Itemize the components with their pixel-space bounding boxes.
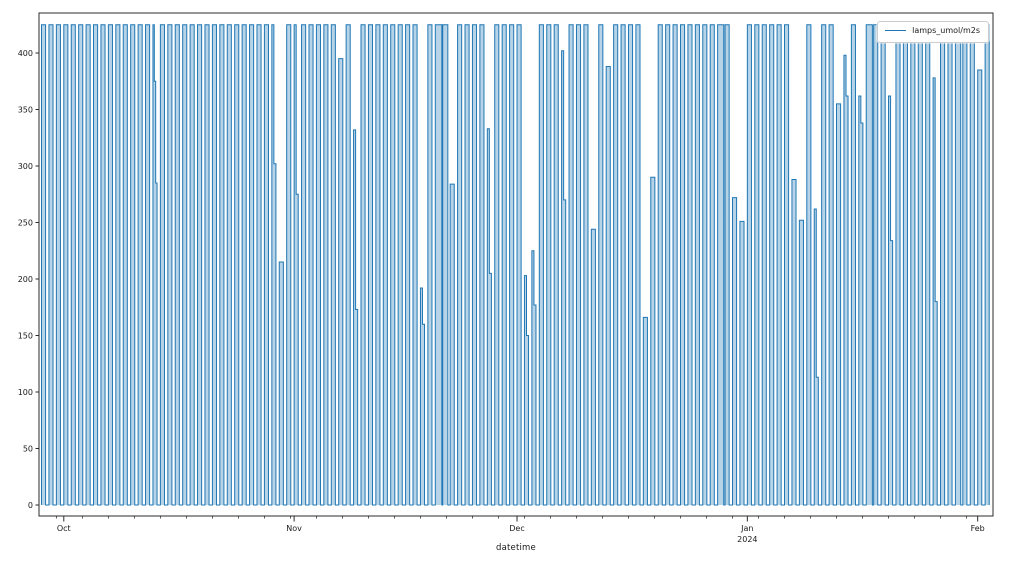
x-tick-label: Oct	[57, 524, 71, 533]
legend-line-sample-icon	[885, 30, 907, 31]
y-tick-label: 0	[28, 501, 33, 510]
y-tick-label: 150	[18, 331, 33, 340]
y-tick-label: 350	[18, 105, 33, 114]
x-tick-sublabel: 2024	[737, 535, 757, 544]
y-tick-label: 400	[18, 49, 33, 58]
y-tick-label: 250	[18, 218, 33, 227]
x-tick-label: Dec	[509, 524, 524, 533]
x-axis-title: datetime	[496, 543, 536, 553]
plot-frame	[38, 12, 994, 517]
y-tick-label: 50	[23, 444, 33, 453]
legend-label: lamps_umol/m2s	[912, 26, 980, 35]
x-tick-label: Feb	[971, 524, 985, 533]
legend: lamps_umol/m2s	[877, 21, 989, 43]
x-tick-label: Nov	[286, 524, 302, 533]
y-tick-label: 200	[18, 275, 33, 284]
y-tick-label: 100	[18, 388, 33, 397]
y-tick-label: 300	[18, 162, 33, 171]
series-line	[41, 24, 990, 506]
x-tick-label: Jan	[740, 524, 753, 533]
